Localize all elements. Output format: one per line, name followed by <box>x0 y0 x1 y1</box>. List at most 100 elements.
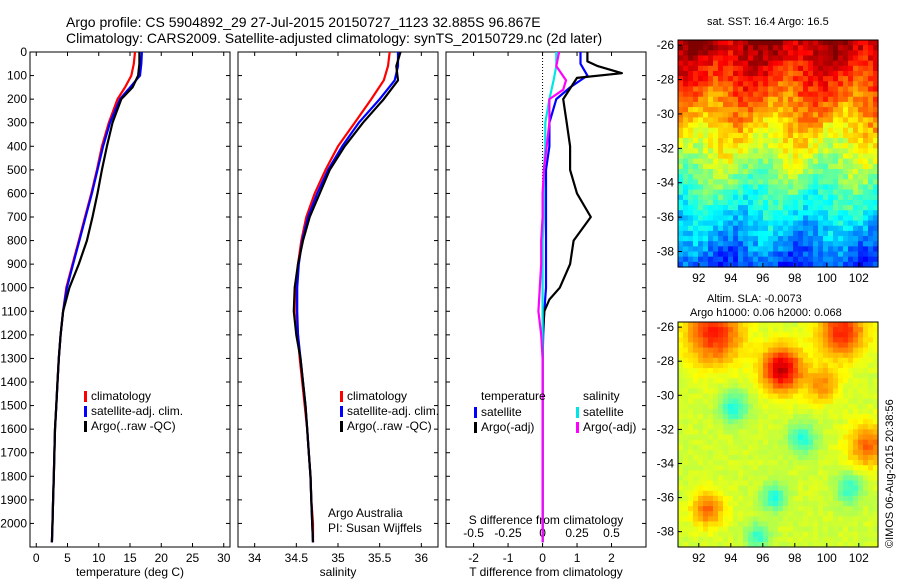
map-cell <box>843 246 849 253</box>
map-cell <box>873 174 879 180</box>
map-cell <box>748 101 754 108</box>
map-cell <box>853 96 859 103</box>
map-cell <box>818 96 824 103</box>
map-cell <box>748 511 754 517</box>
map-cell <box>743 143 749 149</box>
map-cell <box>748 439 754 446</box>
map-cell <box>798 225 804 232</box>
map-cell <box>683 179 689 186</box>
map-cell <box>873 526 879 533</box>
map-cell <box>823 495 829 502</box>
map-cell <box>773 511 779 517</box>
map-cell <box>713 337 719 344</box>
map-cell <box>708 439 714 446</box>
map-cell <box>818 91 824 98</box>
map-cell <box>813 117 819 124</box>
map-cell <box>823 60 829 67</box>
legend-label: Argo(..raw -QC) <box>347 419 432 433</box>
map-cell <box>703 236 709 242</box>
map-cell <box>718 194 724 201</box>
map-cell <box>848 444 854 451</box>
map-cell <box>858 470 864 477</box>
map-cell <box>688 107 694 113</box>
map-cell <box>833 449 839 456</box>
map-cell <box>763 122 769 129</box>
map-cell <box>683 210 689 217</box>
map-cell <box>788 50 794 57</box>
map-cell <box>813 256 819 263</box>
map-cell <box>868 138 874 144</box>
map-cell <box>778 388 784 395</box>
map-cell <box>708 153 714 160</box>
map-cell <box>743 210 749 217</box>
map-cell <box>798 388 804 395</box>
map-cell <box>748 398 754 405</box>
map-cell <box>823 236 829 242</box>
map-cell <box>773 220 779 227</box>
map-cell <box>818 500 824 507</box>
map-cell <box>698 210 704 217</box>
map-cell <box>703 362 709 369</box>
map-cell <box>683 470 689 477</box>
map-cell <box>753 117 759 124</box>
map-cell <box>813 91 819 98</box>
map-cell <box>723 347 729 354</box>
map-cell <box>758 127 764 134</box>
map-cell <box>758 168 764 175</box>
map-cell <box>778 236 784 242</box>
map-cell <box>713 475 719 482</box>
map-cell <box>853 414 859 420</box>
map-cell <box>838 490 844 497</box>
map-cell <box>843 521 849 528</box>
map-cell <box>783 357 789 364</box>
map-cell <box>793 210 799 217</box>
map-cell <box>718 408 724 415</box>
map-cell <box>748 378 754 384</box>
map-cell <box>743 332 749 338</box>
map-cell <box>733 429 739 436</box>
map-cell <box>723 256 729 263</box>
map-cell <box>708 210 714 217</box>
map-cell <box>773 40 779 46</box>
map-cell <box>703 434 709 441</box>
map-cell <box>683 378 689 384</box>
map-cell <box>678 256 684 263</box>
map-cell <box>788 96 794 103</box>
map-cell <box>813 373 819 379</box>
map-cell <box>808 460 814 466</box>
map-cell <box>723 241 729 247</box>
map-cell <box>718 414 724 420</box>
map-cell <box>688 460 694 466</box>
map-cell <box>788 168 794 175</box>
map-cell <box>758 480 764 487</box>
map-cell <box>728 148 734 155</box>
map-cell <box>783 347 789 354</box>
map-cell <box>873 357 879 364</box>
map-cell <box>838 225 844 232</box>
map-cell <box>858 210 864 217</box>
map-cell <box>853 424 859 430</box>
map-cell <box>778 470 784 477</box>
map-cell <box>738 419 744 425</box>
map-cell <box>768 434 774 441</box>
y-tick-label: 1200 <box>0 328 27 342</box>
map-cell <box>678 107 684 113</box>
map-cell <box>733 230 739 237</box>
map-cell <box>758 475 764 482</box>
map-cell <box>828 50 834 57</box>
map-cell <box>823 230 829 237</box>
map-cell <box>688 444 694 451</box>
map-cell <box>698 189 704 196</box>
map-cell <box>693 55 699 62</box>
map-cell <box>763 76 769 82</box>
x-tick-label: -2 <box>468 551 479 565</box>
map-cell <box>848 531 854 538</box>
map-cell <box>688 526 694 533</box>
map-cell <box>778 184 784 191</box>
map-cell <box>783 393 789 400</box>
map-cell <box>713 189 719 196</box>
map-cell <box>853 251 859 258</box>
map-cell <box>833 122 839 129</box>
map-cell <box>793 419 799 425</box>
map-cell <box>838 40 844 46</box>
